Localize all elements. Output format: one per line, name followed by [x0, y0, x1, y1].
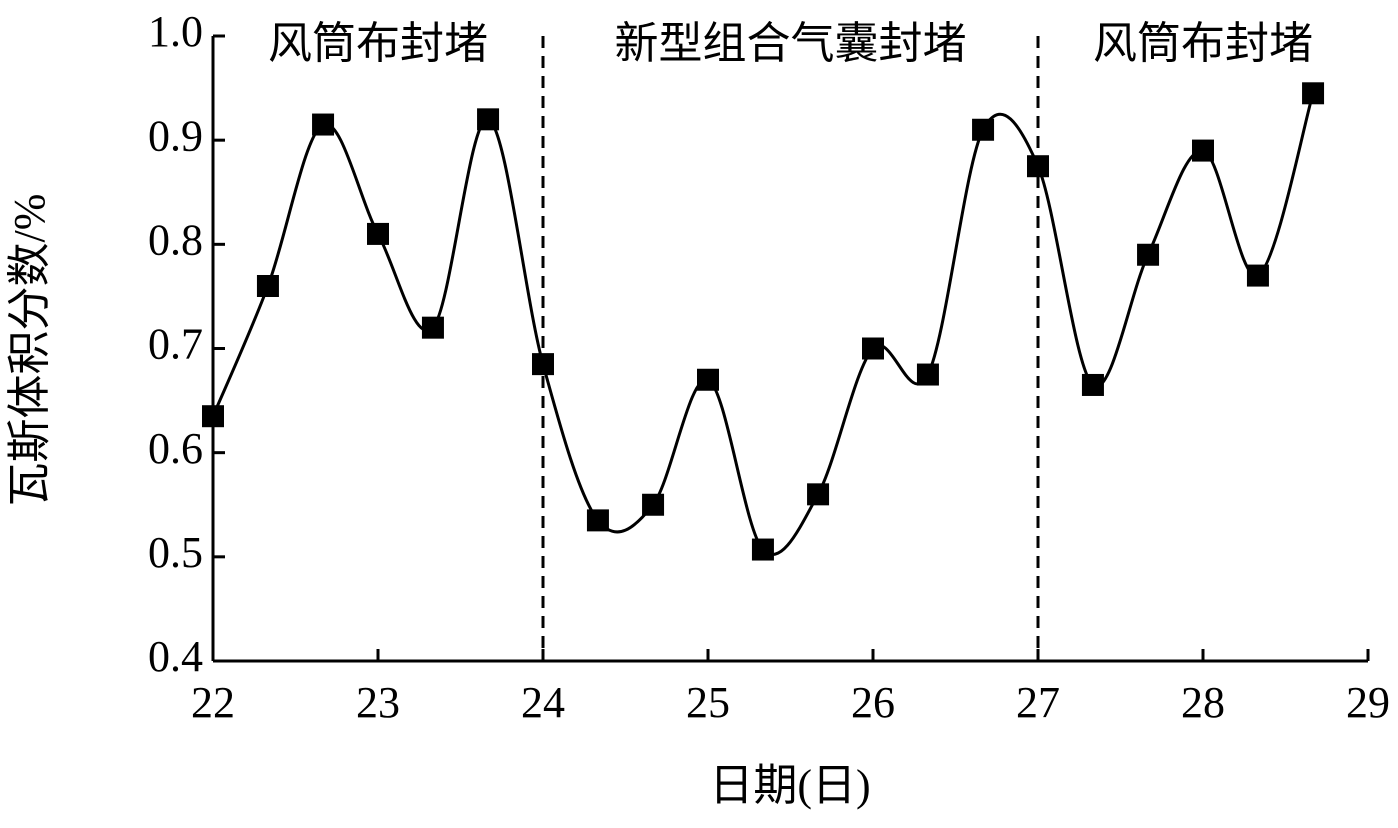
region-label: 新型组合气囊封堵: [615, 19, 967, 68]
marker: [916, 363, 939, 386]
x-tick-label: 23: [356, 678, 400, 727]
marker: [642, 493, 665, 516]
marker: [367, 222, 389, 245]
x-tick-label: 26: [851, 678, 895, 727]
marker: [202, 405, 224, 428]
marker: [1081, 373, 1104, 396]
x-tick-label: 24: [521, 678, 565, 727]
x-axis-label: 日期(日): [709, 761, 870, 810]
y-tick-label: 0.9: [148, 111, 203, 160]
y-tick-label: 0.5: [148, 528, 203, 577]
marker: [1302, 82, 1325, 105]
marker: [256, 275, 279, 297]
marker: [1246, 264, 1269, 287]
x-tick-label: 29: [1346, 678, 1390, 727]
marker: [1137, 243, 1160, 266]
y-tick-label: 0.4: [148, 632, 203, 681]
x-tick-label: 22: [191, 678, 235, 727]
marker: [972, 118, 995, 141]
marker: [312, 113, 335, 136]
marker: [477, 108, 500, 131]
y-axis-label: 瓦斯体积分数/%: [5, 194, 54, 507]
series-line: [211, 92, 1315, 556]
marker: [1027, 155, 1049, 178]
y-tick-label: 0.8: [148, 215, 203, 264]
region-label: 风筒布封堵: [1093, 19, 1313, 68]
region-label: 风筒布封堵: [268, 19, 488, 68]
marker: [862, 337, 884, 360]
marker: [532, 353, 554, 376]
marker: [421, 316, 444, 339]
y-tick-label: 0.7: [148, 320, 203, 369]
y-tick-label: 0.6: [148, 424, 203, 473]
x-tick-label: 28: [1181, 678, 1225, 727]
marker: [1192, 139, 1214, 162]
marker: [751, 538, 774, 561]
y-tick-label: 1.0: [148, 7, 203, 56]
x-tick-label: 25: [686, 678, 730, 727]
marker: [697, 368, 719, 391]
marker: [807, 483, 830, 506]
marker: [586, 509, 609, 532]
x-tick-label: 27: [1016, 678, 1060, 727]
